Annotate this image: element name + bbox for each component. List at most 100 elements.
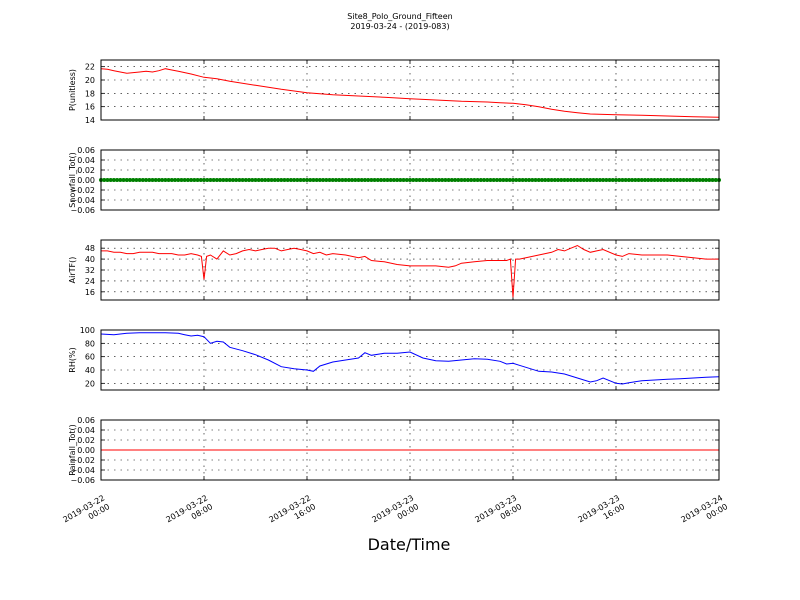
data-point (620, 178, 625, 182)
y-tick-label: 0.02 (77, 436, 95, 445)
data-point (369, 178, 374, 182)
data-point (594, 178, 599, 182)
data-point (446, 178, 451, 182)
y-tick-label: 20 (85, 76, 95, 85)
data-point (388, 178, 393, 182)
data-point (395, 178, 400, 182)
y-tick-label: 40 (85, 255, 95, 264)
data-point (671, 178, 676, 182)
data-point (440, 178, 445, 182)
y-tick-label: 0.06 (77, 146, 95, 155)
chart-panels: 1416182022P(unitless)−0.06−0.04−0.020.00… (61, 59, 729, 524)
data-point (552, 178, 557, 182)
data-point (642, 178, 647, 182)
data-point (269, 178, 274, 182)
data-point (382, 178, 387, 182)
data-point (140, 178, 145, 182)
data-point (626, 178, 631, 182)
data-point (511, 178, 515, 182)
data-point (565, 178, 570, 182)
data-point (111, 178, 116, 182)
y-tick-label: 16 (85, 103, 95, 112)
data-point (710, 178, 715, 182)
y-tick-label: 0.02 (77, 166, 95, 175)
data-point (417, 178, 422, 182)
data-point (559, 178, 564, 182)
y-tick-label: 20 (85, 379, 95, 388)
data-point (359, 178, 364, 182)
y-tick-label: 48 (85, 244, 95, 253)
data-point (652, 178, 657, 182)
panel-5: −0.06−0.04−0.020.000.020.040.06Rainfall_… (68, 416, 720, 485)
data-point (504, 178, 509, 182)
data-point (218, 178, 223, 182)
data-point (147, 178, 152, 182)
data-point (607, 178, 612, 182)
data-point (259, 178, 264, 182)
data-point (285, 178, 290, 182)
y-tick-label: 24 (85, 277, 95, 286)
data-point (150, 178, 155, 182)
data-point (208, 178, 213, 182)
data-point (517, 178, 522, 182)
data-point (337, 178, 342, 182)
data-point (514, 178, 519, 182)
y-tick-label: 0.04 (77, 426, 95, 435)
y-tick-label: 60 (85, 353, 95, 362)
data-point (494, 178, 499, 182)
data-point (362, 178, 367, 182)
data-point (205, 178, 210, 182)
data-point (163, 178, 168, 182)
data-point (298, 178, 303, 182)
data-point (420, 178, 425, 182)
y-tick-label: −0.06 (70, 476, 95, 485)
data-point (527, 178, 532, 182)
data-point (636, 178, 641, 182)
data-point (282, 178, 287, 182)
axes-frame (100, 419, 720, 481)
data-point (472, 178, 477, 182)
data-point (430, 178, 435, 182)
data-point (311, 178, 316, 182)
data-point (707, 178, 712, 182)
data-point (436, 178, 441, 182)
data-point (263, 178, 268, 182)
data-point (556, 178, 561, 182)
data-point (465, 178, 470, 182)
data-point (333, 178, 338, 182)
data-point (424, 178, 429, 182)
data-point (404, 178, 409, 182)
data-point (211, 178, 216, 182)
data-point (536, 178, 541, 182)
data-point (160, 178, 165, 182)
y-tick-label: 22 (85, 63, 95, 72)
data-point (253, 178, 258, 182)
panel-1: 14 16 18 20 22 P(unitless) (68, 59, 720, 125)
y-axis-label: P(unitless) (68, 69, 77, 111)
data-point (691, 178, 696, 182)
data-point (198, 178, 203, 182)
data-point (601, 178, 606, 182)
data-point (591, 178, 596, 182)
data-point (224, 178, 229, 182)
data-point (488, 178, 493, 182)
data-point (202, 178, 206, 182)
y-axis-label: AirTF() (68, 257, 77, 284)
data-point (124, 178, 129, 182)
data-point (411, 178, 416, 182)
axes-frame (100, 329, 720, 391)
data-point (581, 178, 586, 182)
data-point (478, 178, 483, 182)
data-point (317, 178, 322, 182)
data-point (250, 178, 255, 182)
data-point (408, 178, 412, 182)
series-line (100, 68, 720, 118)
data-point (279, 178, 284, 182)
data-point (230, 178, 235, 182)
data-point (684, 178, 689, 182)
